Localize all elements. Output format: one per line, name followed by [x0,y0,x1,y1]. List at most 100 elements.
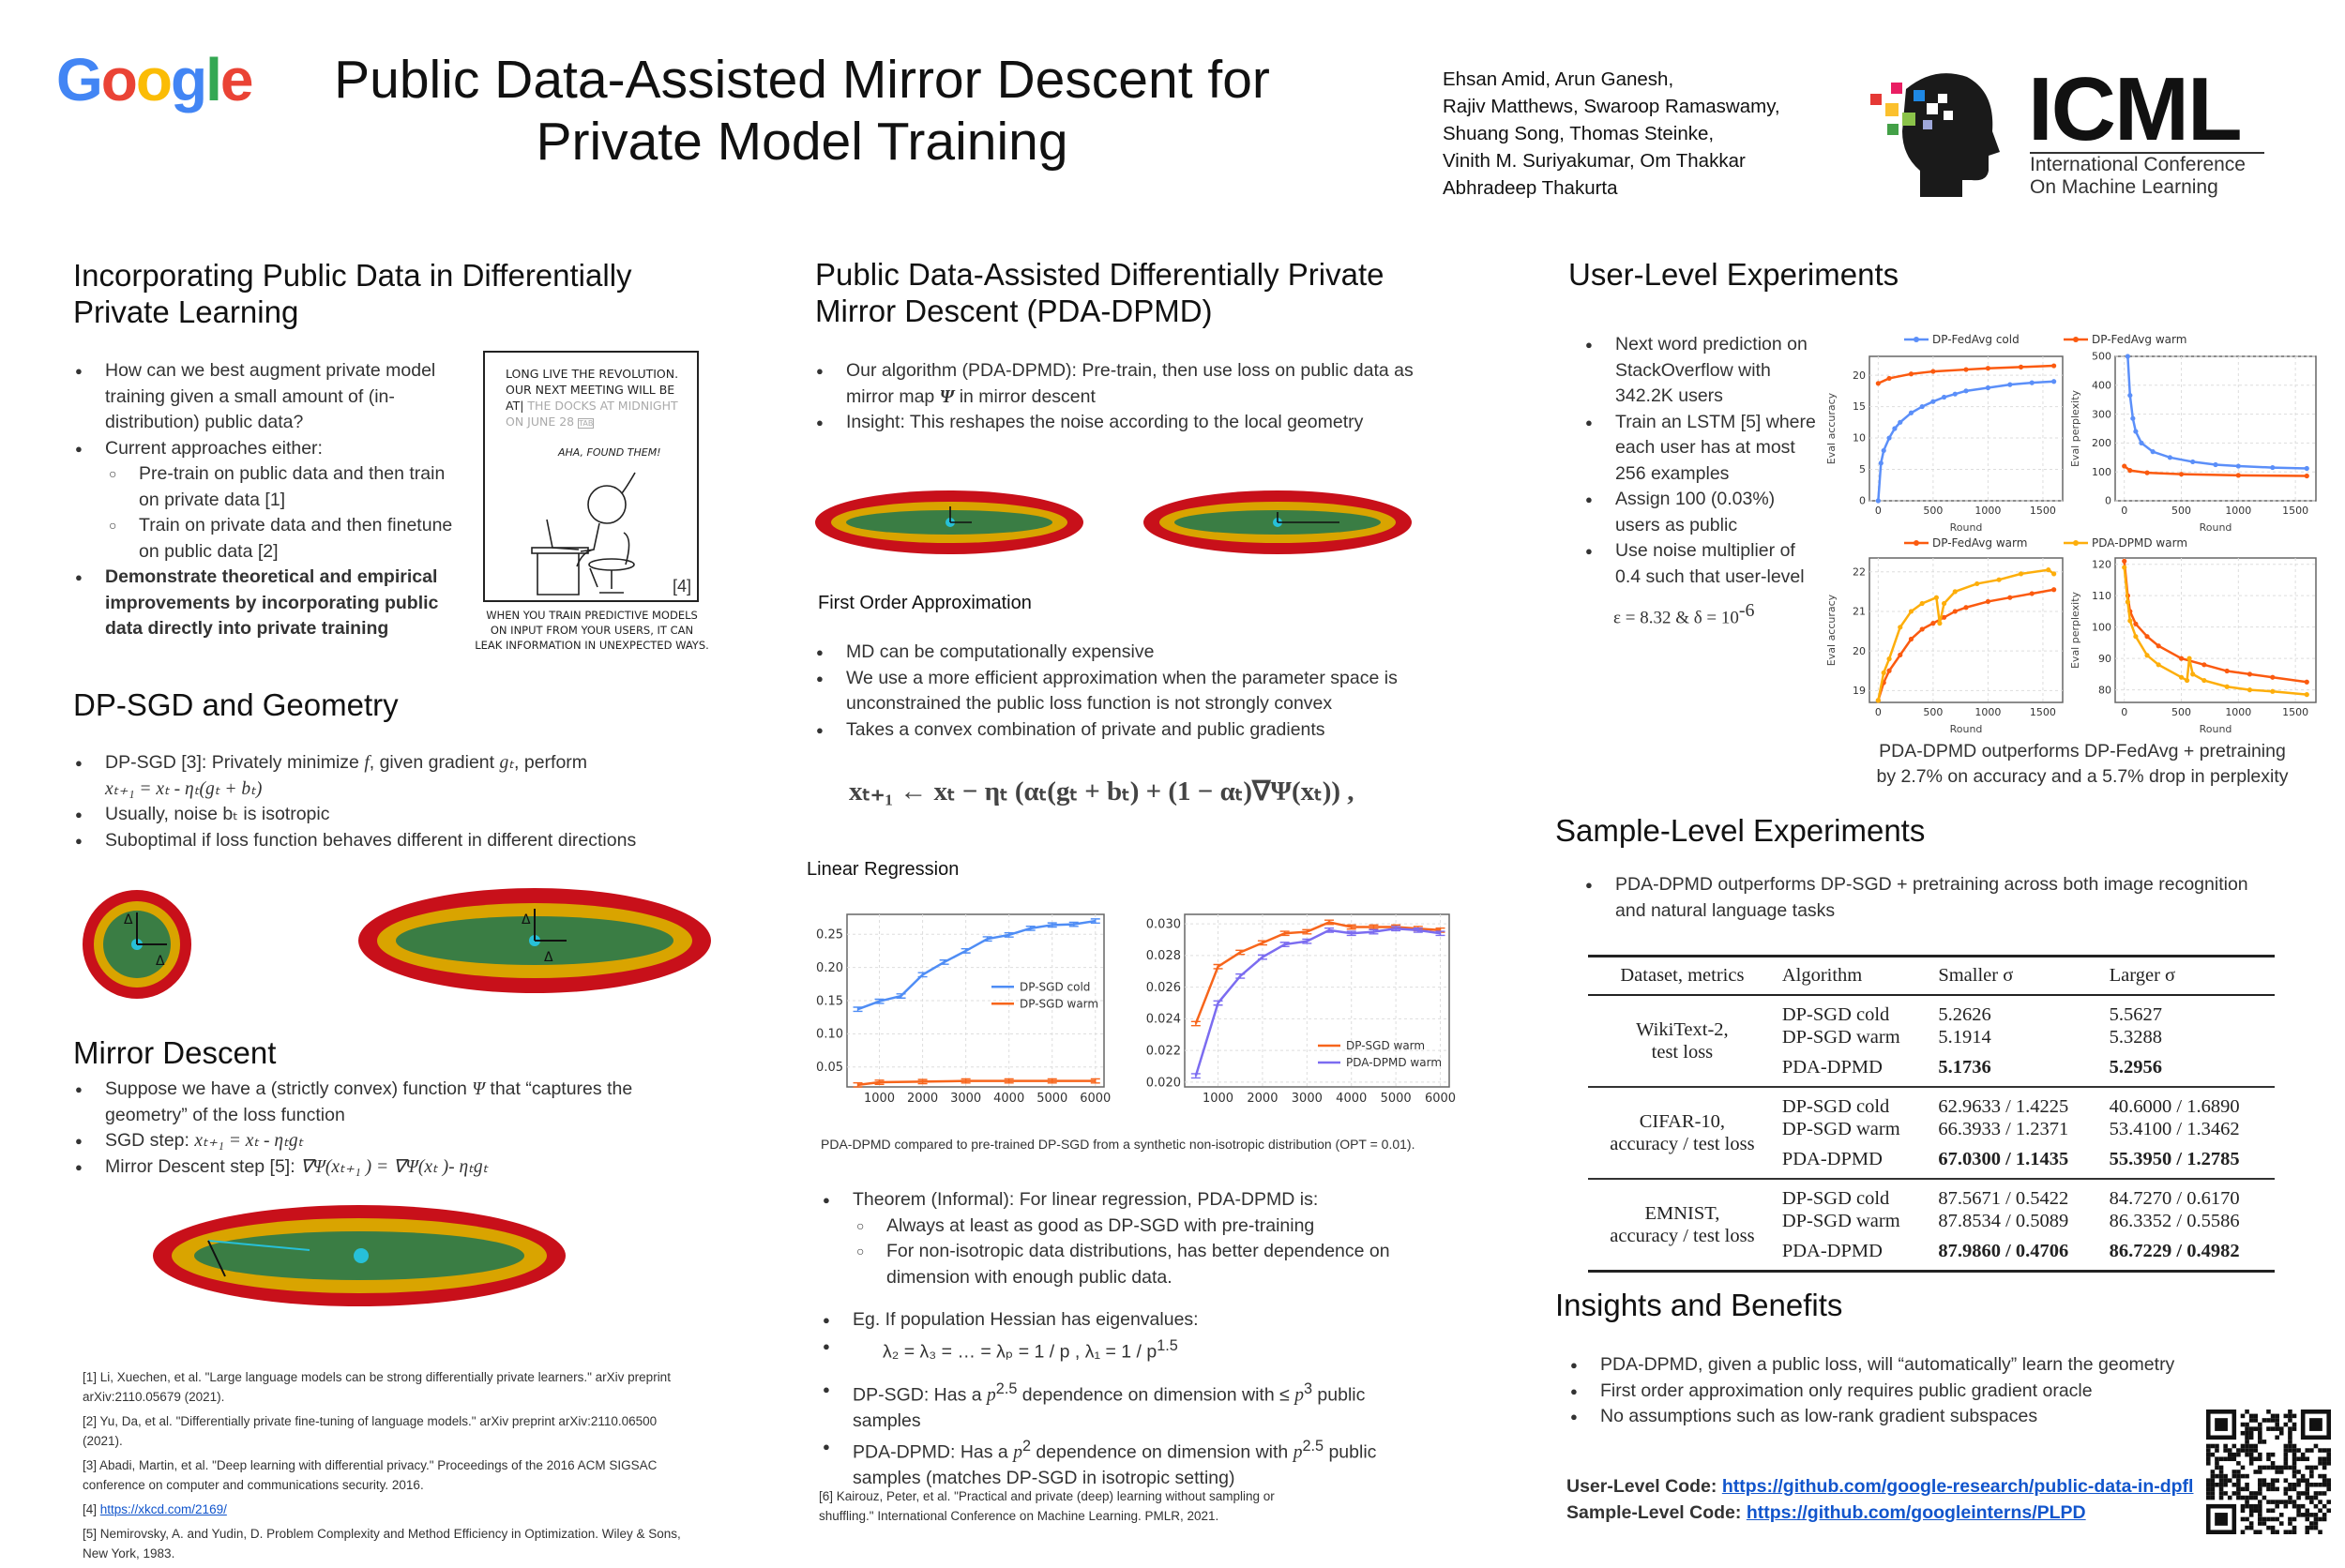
qr-module [2275,1486,2279,1492]
qr-module [2326,1456,2331,1462]
error-bar [961,1078,971,1084]
qr-module [2318,1473,2322,1479]
qr-module [2309,1470,2314,1474]
qr-module [2248,1513,2254,1517]
qr-module [2326,1452,2331,1457]
error-bar [1235,972,1246,979]
qr-module [2210,1478,2216,1483]
qr-module [2245,1503,2249,1509]
data-point [1875,381,1881,386]
data-point [2051,363,2057,369]
qr-module [2223,1456,2228,1462]
qr-module [2283,1456,2289,1462]
qr-module [2309,1500,2314,1504]
subsection-title: Linear Regression [807,859,960,880]
y-tick-label: 0.028 [1146,949,1181,963]
x-tick-label: 1000 [864,1092,895,1106]
comic-text: AT [506,399,521,413]
qr-module [2270,1478,2276,1483]
data-point [1898,419,1903,425]
error-bar [917,972,928,978]
equation: λ₂ = λ₃ = … = λₚ = 1 / p , λ₁ = 1 / p1.5 [821,1334,1421,1365]
comic-text: THE DOCKS AT MIDNIGHT [527,399,678,413]
section-title: Insights and Benefits [1555,1288,1843,1322]
error-bar [1391,926,1401,932]
data-point [2247,671,2253,677]
xkcd-link[interactable]: https://xkcd.com/2169/ [99,1502,227,1516]
qr-module [2218,1486,2224,1492]
comic-text: ON JUNE 28 [506,415,575,429]
data-point [1875,498,1881,504]
error-bar [853,1081,863,1088]
section-bullets: Our algorithm (PDA-DPMD): Pre-train, the… [814,358,1424,436]
caption-line: ON INPUT FROM YOUR USERS, IT CAN [490,624,694,637]
qr-module [2240,1422,2246,1427]
value-cell: 86.7229 / 0.4982 [2103,1232,2275,1273]
user-level-code-link[interactable]: https://github.com/google-research/publi… [1721,1476,2194,1497]
geometry-illustration: Δ Δ Δ Δ [83,888,711,999]
plot-frame [1184,913,1450,1088]
qr-module [2245,1435,2249,1440]
error-bar [1190,1020,1201,1027]
y-tick-label: 0.026 [1146,981,1181,995]
bullet: MD can be computationally expensive [814,640,1424,666]
series-line [1877,380,2054,502]
qr-module [2245,1473,2249,1479]
qr-module [2292,1503,2297,1509]
qr-module [2305,1486,2310,1492]
y-tick-label: 0 [1859,495,1866,507]
qr-module [2240,1413,2246,1419]
text: Suppose we have a (strictly convex) func… [105,1078,473,1099]
qr-module [2215,1448,2219,1453]
qr-module [2318,1448,2322,1453]
qr-module [2258,1426,2262,1431]
qr-module [2296,1495,2301,1500]
qr-module [2313,1521,2319,1526]
qr-module [2292,1452,2297,1457]
math: f [364,753,370,773]
qr-module [2278,1430,2284,1436]
column-header: Algorithm [1776,955,1933,996]
qr-module [2253,1456,2259,1462]
value-cell: 40.6000 / 1.6890 [2109,1096,2240,1117]
y-tick-label: 20 [1853,369,1866,382]
caption-line: LEAK INFORMATION IN UNEXPECTED WAYS. [475,639,709,652]
data-point [1930,399,1936,404]
value-cell: 53.4100 / 1.3462 [2109,1119,2240,1139]
author-list: Ehsan Amid, Arun Ganesh, Rajiv Matthews,… [1443,66,1780,202]
data-point [1937,621,1943,626]
column-header: Larger σ [2103,955,2275,996]
series-dp-sgd-cold [853,918,1100,1013]
qr-module [2232,1482,2237,1487]
data-point [2051,571,2057,577]
qr-module [2227,1478,2232,1483]
qr-module [2288,1430,2292,1436]
qr-module [2300,1478,2306,1483]
bullet: No assumptions such as low-rank gradient… [1568,1404,2206,1430]
qr-module [2266,1486,2271,1492]
qr-module [2270,1426,2276,1431]
y-tick-label: 0.024 [1146,1013,1181,1027]
user-accuracy-chart-pda: 0 500 1000 1500 19 20 21 22 Round Eval accuracy [1825,557,2064,734]
error-bar [1302,938,1312,944]
qr-module [2275,1470,2279,1474]
qr-module [2258,1456,2262,1462]
qr-module [2288,1521,2292,1526]
qr-finder [2215,1418,2228,1431]
qr-module [2322,1473,2327,1479]
qr-module [2326,1448,2331,1453]
y-axis-label: Eval accuracy [1825,594,1838,666]
qr-module [2258,1482,2262,1487]
sample-level-code-link[interactable]: https://github.com/googleinterns/PLPD [1746,1502,2086,1523]
section-title: Incorporating Public Data in Differentia… [73,258,632,329]
qr-module [2232,1470,2237,1474]
qr-module [2283,1448,2289,1453]
qr-code-icon[interactable] [2206,1410,2331,1534]
qr-module [2275,1426,2279,1431]
qr-module [2305,1465,2310,1470]
qr-module [2300,1503,2306,1509]
data-point [2178,656,2185,661]
qr-module [2218,1478,2224,1483]
qr-module [2322,1491,2327,1496]
qr-module [2266,1456,2271,1462]
